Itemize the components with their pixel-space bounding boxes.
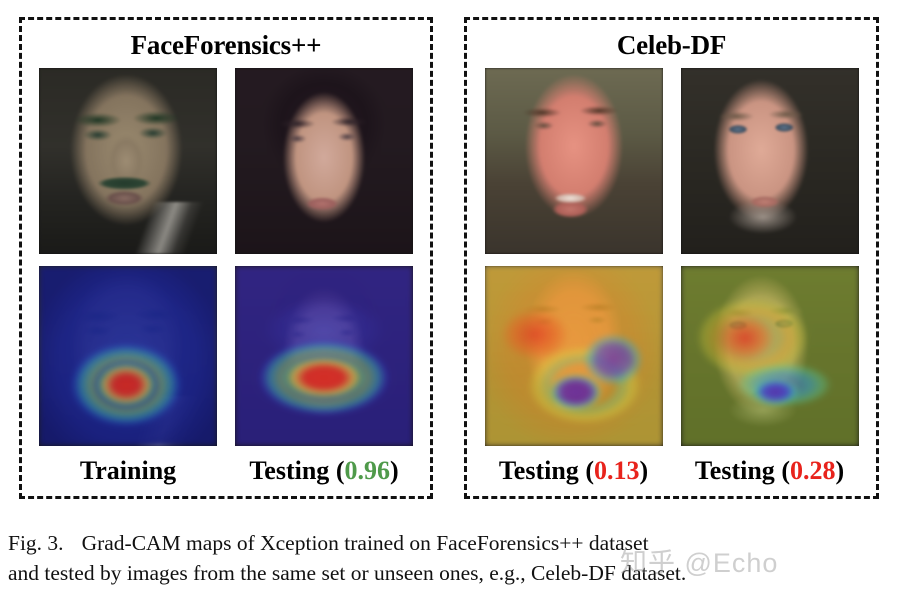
image-grid-celebdf [467,68,876,446]
column-label-ff-testing: Testing (0.96) [235,456,413,486]
score-value-cdf-testing-2: 0.28 [789,456,836,485]
score-value-cdf-testing-1: 0.13 [593,456,640,485]
panel-title-faceforensics: FaceForensics++ [130,30,322,60]
column-label-text: Testing [498,456,579,485]
image-grid-faceforensics [22,68,430,446]
gradcam-overlay-purple-mouth [235,266,413,446]
panel-title-celebdf: Celeb-DF [616,30,727,60]
face-render-man-open-mouth [484,68,663,254]
column-label-text: Testing [694,456,775,485]
figure-caption-line-2: and tested by images from the same set o… [8,561,687,585]
column-label-text: Training [79,456,177,485]
gradcam-overlay-cool-mouth [39,266,217,446]
paren-close: ) [835,456,845,485]
paren-open: ( [774,456,790,485]
column-cdf-testing-1 [484,68,663,446]
original-image-cdf-testing-1 [484,68,663,254]
original-image-cdf-testing-2 [680,68,859,254]
column-cdf-testing-2 [680,68,859,446]
figure-number: Fig. 3. [8,531,64,555]
figure-caption-text-1: Grad-CAM maps of Xception trained on Fac… [81,531,649,555]
face-render-mustached-man [39,68,217,254]
paren-close: ) [389,456,399,485]
paren-close: ) [639,456,649,485]
column-ff-training [39,68,217,446]
gradcam-overlay-olive-coldjaw [680,266,859,446]
gradcam-overlay-warm-coldmouth [484,266,663,446]
face-render-woman [235,68,413,254]
caption-row-celebdf: Testing (0.13) Testing (0.28) [467,456,876,486]
score-value-ff-testing: 0.96 [344,456,390,485]
gradcam-image-cdf-testing-1 [484,266,663,446]
gradcam-image-cdf-testing-2 [680,266,859,446]
column-ff-testing [235,68,413,446]
column-label-ff-training: Training [39,456,217,486]
caption-row-faceforensics: Training Testing (0.96) [22,456,430,486]
panel-celebdf: Celeb-DF [464,17,879,499]
column-label-cdf-testing-2: Testing (0.28) [681,456,859,486]
gradcam-image-ff-training [39,266,217,446]
panel-faceforensics: FaceForensics++ [19,17,433,499]
original-image-ff-testing [235,68,413,254]
paren-open: ( [329,456,345,485]
paren-open: ( [578,456,594,485]
figure-caption-line-1: Fig. 3. Grad-CAM maps of Xception trained… [8,528,892,558]
column-label-text: Testing [249,456,330,485]
original-image-ff-training [39,68,217,254]
face-render-man-stubble [680,68,859,254]
column-label-cdf-testing-1: Testing (0.13) [485,456,663,486]
figure-caption: Fig. 3. Grad-CAM maps of Xception trained… [8,528,892,588]
gradcam-image-ff-testing [235,266,413,446]
